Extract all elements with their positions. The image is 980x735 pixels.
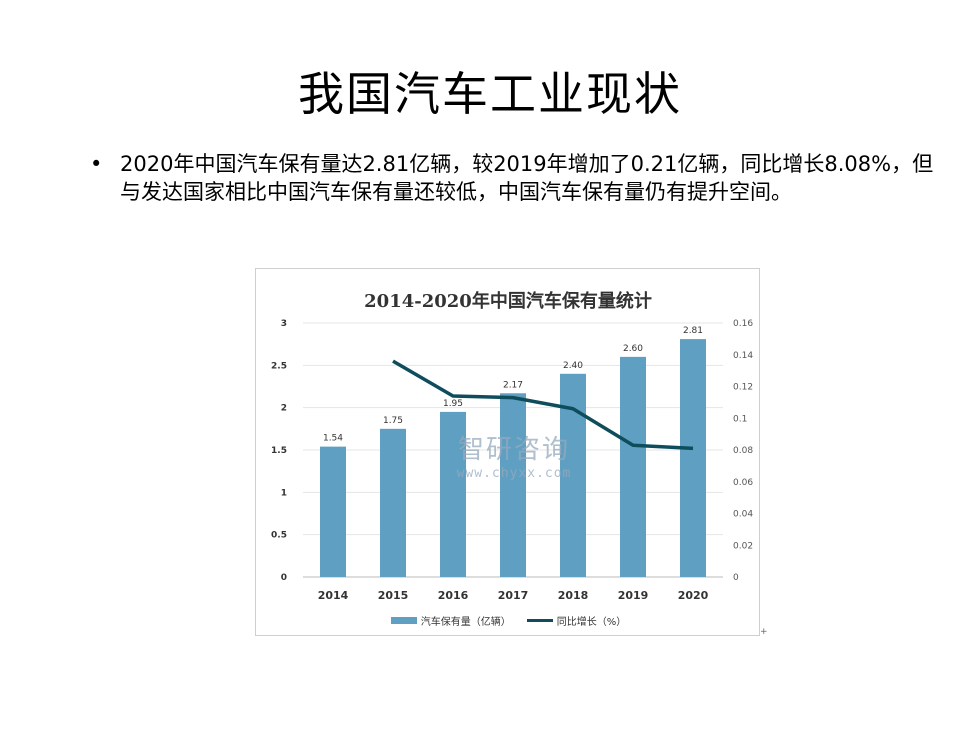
bar-value-label: 2.81 — [683, 326, 703, 336]
y2-tick-label: 0.02 — [733, 541, 753, 551]
watermark: 智研咨询 www.chyxx.com — [439, 429, 589, 481]
chart-title: 2014-2020年中国汽车保有量统计 — [364, 290, 652, 312]
bar — [680, 339, 706, 577]
chart-svg: 2014-2020年中国汽车保有量统计 0 0.5 1 1.5 2 2.5 3 0 0.02 0.… — [271, 290, 753, 602]
bar — [500, 393, 526, 577]
legend-label-line: 同比增长（%） — [556, 617, 627, 628]
bar — [380, 428, 406, 577]
y2-tick-label: 0.16 — [733, 319, 753, 329]
line-layer — [392, 359, 694, 451]
y-tick-label: 0.5 — [271, 531, 287, 541]
bar-value-label: 1.95 — [443, 399, 463, 409]
y2-tick-label: 0.14 — [733, 351, 753, 361]
x-tick-label: 2020 — [678, 589, 709, 602]
y-tick-label: 3 — [281, 319, 287, 329]
slide-title: 我国汽车工业现状 — [298, 67, 682, 121]
bullet-dot: • — [90, 152, 103, 176]
bar — [440, 411, 466, 577]
y2-tick-label: 0.06 — [733, 478, 753, 488]
bar-value-label: 2.40 — [563, 361, 583, 371]
y2-tick-label: 0.12 — [733, 383, 753, 393]
bar-value-label: 1.75 — [383, 416, 403, 426]
y2-tick-label: 0.04 — [733, 510, 753, 520]
x-tick-label: 2017 — [498, 589, 529, 602]
y2-tick-label: 0.1 — [733, 414, 747, 424]
bar-value-label: 1.54 — [323, 434, 343, 444]
x-tick-label: 2015 — [378, 589, 409, 602]
bar-value-label: 2.60 — [623, 344, 643, 354]
bar — [320, 446, 346, 577]
watermark-logo: 智研咨询 — [457, 435, 570, 465]
x-tick-label: 2019 — [618, 589, 649, 602]
corner-mark: + — [760, 627, 768, 637]
y-tick-label: 2.5 — [271, 361, 287, 371]
bar — [620, 356, 646, 577]
chart-legend: 汽车保有量（亿辆） 同比增长（%） — [256, 613, 761, 628]
legend-item-bar: 汽车保有量（亿辆） — [390, 613, 511, 628]
y-tick-label: 2 — [281, 404, 287, 414]
bullet-text: 2020年中国汽车保有量达2.81亿辆，较2019年增加了0.21亿辆，同比增长… — [120, 152, 934, 204]
x-tick-label: 2016 — [438, 589, 469, 602]
growth-line — [392, 359, 694, 451]
legend-label-bar: 汽车保有量（亿辆） — [420, 617, 511, 628]
y2-tick-label: 0 — [733, 573, 739, 583]
watermark-url: www.chyxx.com — [456, 466, 572, 481]
y2-tick-label: 0.08 — [733, 446, 753, 456]
chart-frame: 2014-2020年中国汽车保有量统计 0 0.5 1 1.5 2 2.5 3 0 0.02 0.… — [255, 268, 760, 636]
labels-layer: 0 0.5 1 1.5 2 2.5 3 0 0.02 0.04 0.06 0.08 0.1 0.12 0.1… — [271, 319, 753, 602]
x-tick-label: 2014 — [318, 589, 349, 602]
legend-swatch-line — [526, 619, 553, 622]
y-tick-label: 1 — [281, 488, 287, 498]
legend-item-line: 同比增长（%） — [526, 613, 627, 628]
x-tick-label: 2018 — [558, 589, 589, 602]
legend-swatch-bar — [390, 617, 417, 624]
y-tick-label: 0 — [281, 573, 287, 583]
y-tick-label: 1.5 — [271, 446, 287, 456]
bullet-point: • 2020年中国汽车保有量达2.81亿辆，较2019年增加了0.21亿辆，同比… — [90, 150, 950, 206]
bar-value-label: 2.17 — [503, 380, 523, 390]
